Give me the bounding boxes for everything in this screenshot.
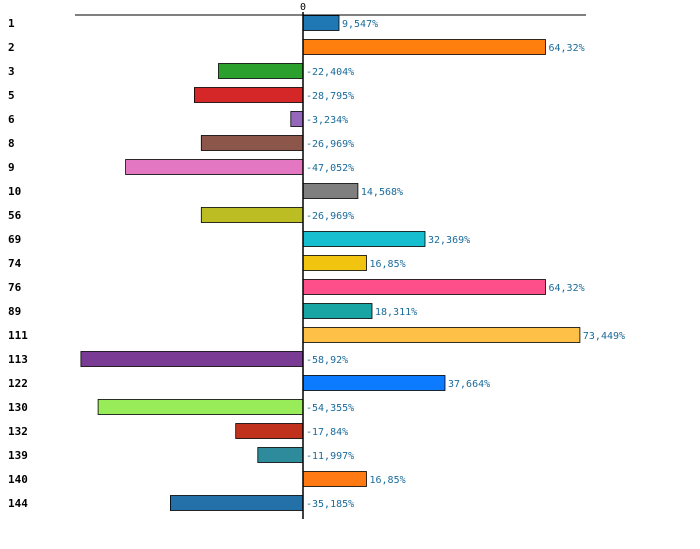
category-label: 56 [8, 209, 22, 222]
category-label: 76 [8, 281, 22, 294]
category-label: 69 [8, 233, 21, 246]
bar-132 [235, 423, 304, 439]
value-label: 64,32% [549, 283, 585, 294]
value-label: 14,568% [361, 187, 403, 198]
value-label: 64,32% [549, 43, 585, 54]
category-label: 139 [8, 449, 28, 462]
category-label: 122 [8, 377, 28, 390]
value-label: -26,969% [306, 211, 354, 222]
bar-122 [302, 375, 446, 391]
axes-group: 0 [75, 2, 586, 519]
bar-56 [200, 207, 304, 223]
category-label: 132 [8, 425, 28, 438]
bar-89 [302, 303, 373, 319]
bar-1 [302, 15, 340, 31]
bar-5 [193, 87, 304, 103]
value-label: 9,547% [342, 19, 378, 30]
value-label: 73,449% [583, 331, 625, 342]
category-label: 5 [8, 89, 15, 102]
bar-10 [302, 183, 359, 199]
value-label: 16,85% [370, 475, 406, 486]
category-label: 144 [8, 497, 28, 510]
value-label: -58,92% [306, 355, 348, 366]
bar-139 [257, 447, 304, 463]
value-label: -11,997% [306, 451, 354, 462]
category-label: 9 [8, 161, 15, 174]
bar-144 [169, 495, 304, 511]
bar-140 [302, 471, 367, 487]
category-label: 6 [8, 113, 15, 126]
value-label: 18,311% [375, 307, 417, 318]
value-label: 32,369% [428, 235, 470, 246]
category-label: 113 [8, 353, 28, 366]
bar-6 [290, 111, 304, 127]
value-label: -47,052% [306, 163, 354, 174]
bar-76 [302, 279, 546, 295]
value-labels-group: 9,547% 64,32% -22,404% -28,795% -3,234% -26,9… [306, 19, 625, 510]
value-label: -3,234% [306, 115, 348, 126]
category-label: 3 [8, 65, 15, 78]
value-label: -35,185% [306, 499, 354, 510]
category-label: 74 [8, 257, 22, 270]
bar-8 [200, 135, 304, 151]
category-label: 140 [8, 473, 28, 486]
category-label: 89 [8, 305, 21, 318]
category-label: 10 [8, 185, 21, 198]
value-label: -54,355% [306, 403, 354, 414]
value-label: 16,85% [370, 259, 406, 270]
category-label: 1 [8, 17, 15, 30]
category-label: 130 [8, 401, 28, 414]
bar-74 [302, 255, 367, 271]
bar-69 [302, 231, 426, 247]
zero-tick-label: 0 [300, 2, 306, 13]
value-label: -17,84% [306, 427, 348, 438]
bar-113 [80, 351, 304, 367]
value-label: -28,795% [306, 91, 354, 102]
category-label: 8 [8, 137, 15, 150]
value-label: -22,404% [306, 67, 354, 78]
bar-9 [125, 159, 304, 175]
value-label: -26,969% [306, 139, 354, 150]
bar-130 [97, 399, 304, 415]
bar-3 [218, 63, 304, 79]
bar-111 [302, 327, 581, 343]
value-label: 37,664% [448, 379, 490, 390]
category-label: 2 [8, 41, 15, 54]
category-labels-group: 1235689105669747689111113122130132139140… [8, 17, 28, 510]
category-label: 111 [8, 329, 28, 342]
bar-2 [302, 39, 546, 55]
